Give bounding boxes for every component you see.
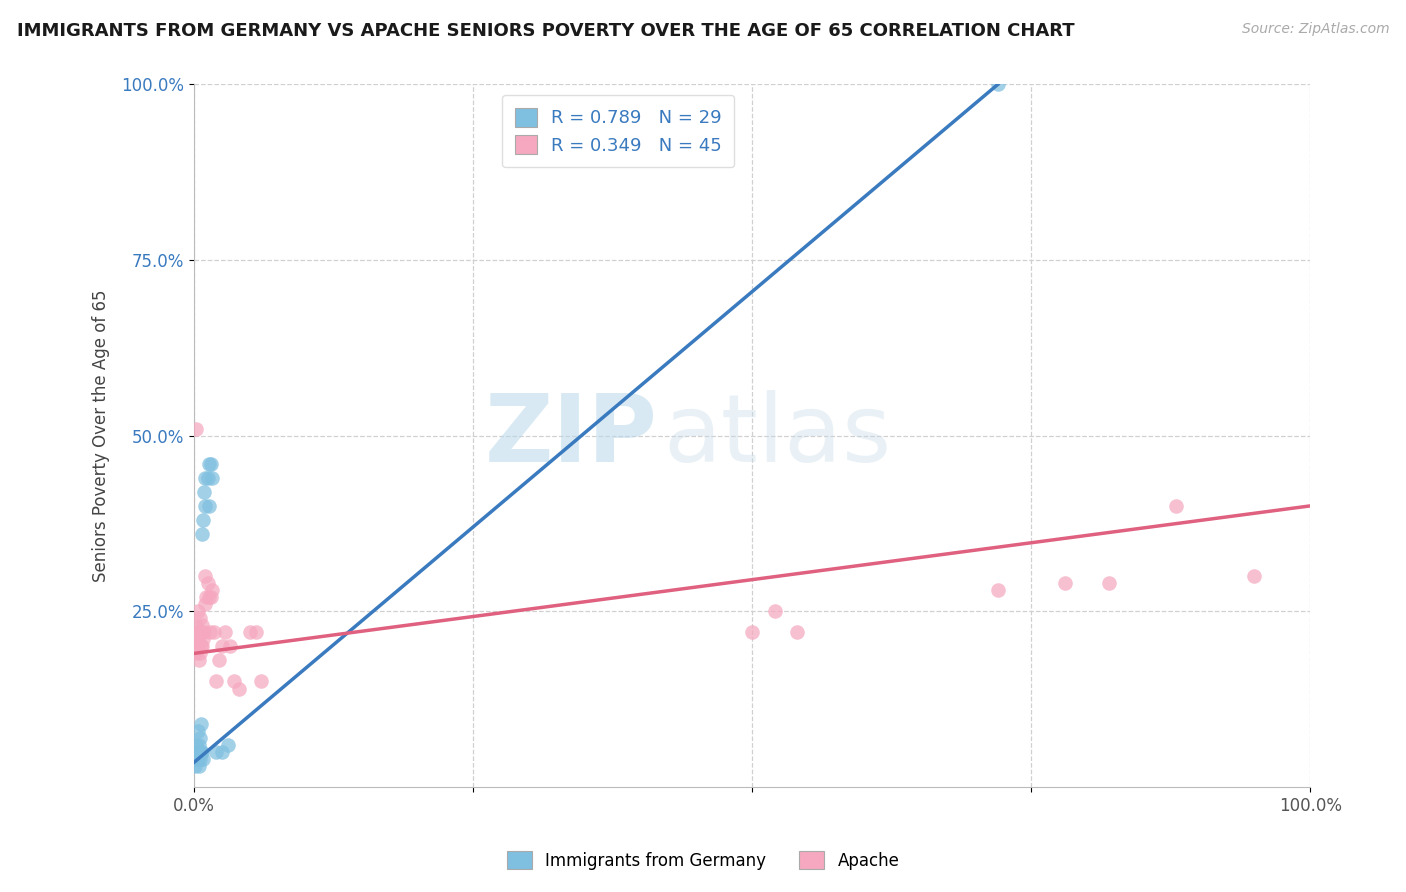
Point xyxy=(197,576,219,591)
Point xyxy=(191,745,214,759)
Point xyxy=(786,625,808,640)
Point xyxy=(188,731,211,745)
Point xyxy=(245,625,267,640)
Text: IMMIGRANTS FROM GERMANY VS APACHE SENIORS POVERTY OVER THE AGE OF 65 CORRELATION: IMMIGRANTS FROM GERMANY VS APACHE SENIOR… xyxy=(17,22,1074,40)
Text: Source: ZipAtlas.com: Source: ZipAtlas.com xyxy=(1241,22,1389,37)
Point xyxy=(186,422,208,436)
Point xyxy=(186,752,208,766)
Point xyxy=(187,738,209,752)
Point xyxy=(205,674,228,689)
Point xyxy=(190,625,212,640)
Point xyxy=(191,513,214,527)
Point xyxy=(194,471,217,485)
Point xyxy=(1053,576,1076,591)
Point xyxy=(1166,499,1188,513)
Point xyxy=(194,569,217,583)
Point xyxy=(987,583,1010,598)
Point xyxy=(211,745,233,759)
Point xyxy=(186,745,208,759)
Legend: R = 0.789   N = 29, R = 0.349   N = 45: R = 0.789 N = 29, R = 0.349 N = 45 xyxy=(502,95,734,167)
Point xyxy=(190,716,212,731)
Point xyxy=(188,646,211,660)
Point xyxy=(763,604,786,618)
Point xyxy=(201,583,224,598)
Point xyxy=(186,640,208,654)
Point xyxy=(195,590,218,604)
Point xyxy=(202,625,225,640)
Point xyxy=(191,632,214,647)
Point xyxy=(191,618,214,632)
Point xyxy=(191,527,214,541)
Point xyxy=(188,752,211,766)
Point xyxy=(218,640,240,654)
Point xyxy=(193,625,215,640)
Point xyxy=(197,457,219,471)
Point xyxy=(187,758,209,772)
Point xyxy=(191,752,214,766)
Point xyxy=(197,471,219,485)
Point xyxy=(184,625,207,640)
Point xyxy=(197,590,219,604)
Point xyxy=(184,758,207,772)
Point xyxy=(214,625,236,640)
Point xyxy=(741,625,763,640)
Y-axis label: Seniors Poverty Over the Age of 65: Seniors Poverty Over the Age of 65 xyxy=(93,289,110,582)
Point xyxy=(186,646,208,660)
Point xyxy=(187,653,209,667)
Point xyxy=(186,752,208,766)
Point xyxy=(987,78,1010,92)
Point xyxy=(188,611,211,625)
Point xyxy=(193,484,215,499)
Point xyxy=(211,640,233,654)
Point xyxy=(239,625,262,640)
Point xyxy=(1243,569,1265,583)
Point xyxy=(197,499,219,513)
Point xyxy=(201,471,224,485)
Point xyxy=(186,604,208,618)
Point xyxy=(190,640,212,654)
Point xyxy=(200,457,222,471)
Point xyxy=(186,738,208,752)
Legend: Immigrants from Germany, Apache: Immigrants from Germany, Apache xyxy=(501,845,905,877)
Point xyxy=(186,723,208,738)
Point xyxy=(205,745,228,759)
Point xyxy=(194,597,217,611)
Point xyxy=(208,653,231,667)
Point xyxy=(186,618,208,632)
Point xyxy=(224,674,246,689)
Point xyxy=(191,640,214,654)
Point xyxy=(194,499,217,513)
Point xyxy=(217,738,239,752)
Point xyxy=(184,640,207,654)
Point xyxy=(190,745,212,759)
Point xyxy=(184,745,207,759)
Point xyxy=(228,681,250,696)
Point xyxy=(1098,576,1121,591)
Point xyxy=(250,674,273,689)
Point xyxy=(198,625,221,640)
Point xyxy=(200,590,222,604)
Point xyxy=(187,625,209,640)
Point xyxy=(186,632,208,647)
Text: ZIP: ZIP xyxy=(485,390,658,482)
Text: atlas: atlas xyxy=(664,390,891,482)
